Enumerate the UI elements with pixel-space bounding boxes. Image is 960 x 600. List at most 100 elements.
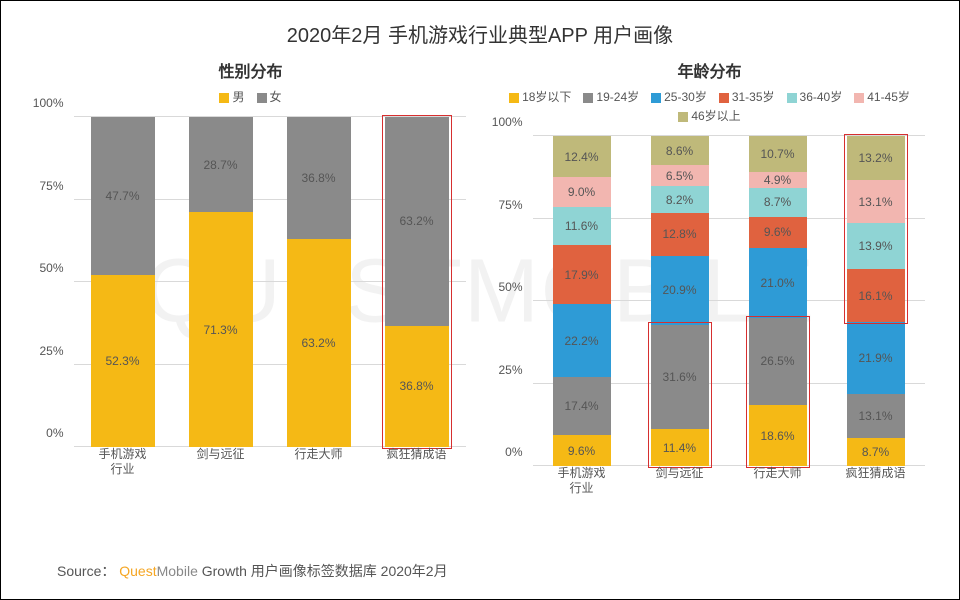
legend-swatch	[651, 93, 661, 103]
stacked-bar: 11.4%31.6%20.9%12.8%8.2%6.5%8.6%	[651, 136, 709, 466]
y-tick-label: 25%	[498, 363, 522, 377]
stacked-bar: 18.6%26.5%21.0%9.6%8.7%4.9%10.7%	[749, 136, 807, 466]
y-tick-label: 100%	[492, 115, 523, 129]
legend-swatch	[719, 93, 729, 103]
bars-area: 52.3%47.7%71.3%28.7%63.2%36.8%36.8%63.2%	[74, 117, 466, 447]
bar-segment: 10.7%	[749, 136, 807, 171]
bar-segment: 71.3%	[189, 212, 253, 447]
bar-segment: 20.9%	[651, 256, 709, 325]
legend-swatch	[219, 93, 229, 103]
bar-segment: 11.6%	[553, 207, 611, 245]
bar-segment: 9.6%	[749, 217, 807, 249]
bar-segment: 4.9%	[749, 172, 807, 188]
gender-plot: 0%25%50%75%100% 52.3%47.7%71.3%28.7%63.2…	[74, 117, 466, 477]
y-tick-label: 100%	[33, 96, 64, 110]
gender-legend: 男女	[26, 88, 476, 107]
stacked-bar: 63.2%36.8%	[287, 117, 351, 447]
source-line: Source： QuestMobile Growth 用户画像标签数据库 202…	[57, 561, 448, 581]
charts-row: 性别分布 男女 0%25%50%75%100% 52.3%47.7%71.3%2…	[1, 48, 959, 496]
gender-chart: 性别分布 男女 0%25%50%75%100% 52.3%47.7%71.3%2…	[26, 58, 476, 496]
gender-chart-title: 性别分布	[26, 58, 476, 82]
bar-segment: 13.9%	[847, 223, 905, 269]
legend-swatch	[509, 93, 519, 103]
bar-segment: 21.9%	[847, 322, 905, 394]
bar-segment: 8.6%	[651, 136, 709, 164]
age-plot: 0%25%50%75%100% 9.6%17.4%22.2%17.9%11.6%…	[533, 136, 925, 496]
x-axis-label: 行走大师	[738, 466, 818, 496]
y-tick-label: 0%	[505, 445, 522, 459]
y-tick-label: 25%	[39, 344, 63, 358]
legend-swatch	[854, 93, 864, 103]
y-tick-label: 50%	[39, 261, 63, 275]
bar-segment: 47.7%	[91, 117, 155, 274]
bar-group: 9.6%17.4%22.2%17.9%11.6%9.0%12.4%	[553, 136, 611, 466]
legend-swatch	[583, 93, 593, 103]
bar-group: 52.3%47.7%	[91, 117, 155, 447]
y-tick-label: 75%	[498, 198, 522, 212]
x-axis-label: 手机游戏 行业	[83, 447, 163, 477]
bar-group: 11.4%31.6%20.9%12.8%8.2%6.5%8.6%	[651, 136, 709, 466]
y-axis: 0%25%50%75%100%	[485, 136, 529, 466]
bar-segment: 16.1%	[847, 269, 905, 322]
legend-swatch	[678, 112, 688, 122]
x-axis-label: 疯狂猜成语	[836, 466, 916, 496]
bar-segment: 17.4%	[553, 377, 611, 434]
legend-swatch	[787, 93, 797, 103]
x-axis-label: 疯狂猜成语	[377, 447, 457, 477]
y-tick-label: 75%	[39, 179, 63, 193]
bar-segment: 28.7%	[189, 117, 253, 212]
legend-item: 18岁以下	[509, 90, 571, 104]
age-chart: 年龄分布 18岁以下 19-24岁 25-30岁 31-35岁 36-40岁 41-45岁…	[485, 58, 935, 496]
bar-segment: 8.7%	[847, 438, 905, 467]
bar-segment: 22.2%	[553, 304, 611, 377]
legend-item: 36-40岁	[787, 90, 843, 104]
bar-segment: 31.6%	[651, 325, 709, 429]
bar-segment: 21.0%	[749, 248, 807, 317]
bar-segment: 12.8%	[651, 213, 709, 255]
bar-segment: 18.6%	[749, 405, 807, 466]
legend-item: 25-30岁	[651, 90, 707, 104]
source-brand-2: Mobile	[157, 563, 198, 579]
x-axis-label: 剑与远征	[640, 466, 720, 496]
legend-item: 31-35岁	[719, 90, 775, 104]
y-tick-label: 50%	[498, 280, 522, 294]
bar-group: 71.3%28.7%	[189, 117, 253, 447]
source-rest: Growth 用户画像标签数据库 2020年2月	[198, 563, 448, 579]
bar-segment: 13.1%	[847, 180, 905, 223]
legend-item: 女	[257, 90, 282, 104]
stacked-bar: 9.6%17.4%22.2%17.9%11.6%9.0%12.4%	[553, 136, 611, 466]
x-labels: 手机游戏 行业剑与远征行走大师疯狂猜成语	[533, 466, 925, 496]
stacked-bar: 71.3%28.7%	[189, 117, 253, 447]
legend-item: 男	[219, 90, 244, 104]
bar-segment: 8.2%	[651, 186, 709, 213]
bar-segment: 8.7%	[749, 188, 807, 217]
bar-segment: 11.4%	[651, 429, 709, 467]
bar-segment: 63.2%	[385, 117, 449, 326]
x-labels: 手机游戏 行业剑与远征行走大师疯狂猜成语	[74, 447, 466, 477]
bar-segment: 13.2%	[847, 136, 905, 180]
bar-segment: 12.4%	[553, 136, 611, 177]
stacked-bar: 36.8%63.2%	[385, 117, 449, 447]
bar-segment: 52.3%	[91, 275, 155, 448]
legend-swatch	[257, 93, 267, 103]
legend-item: 19-24岁	[583, 90, 639, 104]
x-axis-label: 手机游戏 行业	[542, 466, 622, 496]
bar-group: 18.6%26.5%21.0%9.6%8.7%4.9%10.7%	[749, 136, 807, 466]
bar-segment: 9.0%	[553, 177, 611, 207]
x-axis-label: 剑与远征	[181, 447, 261, 477]
age-legend: 18岁以下 19-24岁 25-30岁 31-35岁 36-40岁 41-45岁 46岁以上	[485, 88, 935, 126]
stacked-bar: 8.7%13.1%21.9%16.1%13.9%13.1%13.2%	[847, 136, 905, 466]
bar-segment: 26.5%	[749, 318, 807, 405]
source-brand-1: Quest	[119, 563, 156, 579]
bars-area: 9.6%17.4%22.2%17.9%11.6%9.0%12.4% 11.4%31…	[533, 136, 925, 466]
legend-item: 41-45岁	[854, 90, 910, 104]
bar-segment: 36.8%	[385, 326, 449, 447]
legend-item: 46岁以上	[678, 109, 740, 123]
bar-segment: 63.2%	[287, 239, 351, 448]
stacked-bar: 52.3%47.7%	[91, 117, 155, 447]
x-axis-label: 行走大师	[279, 447, 359, 477]
age-chart-title: 年龄分布	[485, 58, 935, 82]
bar-segment: 6.5%	[651, 165, 709, 186]
source-prefix: Source：	[57, 563, 115, 579]
bar-segment: 13.1%	[847, 394, 905, 437]
